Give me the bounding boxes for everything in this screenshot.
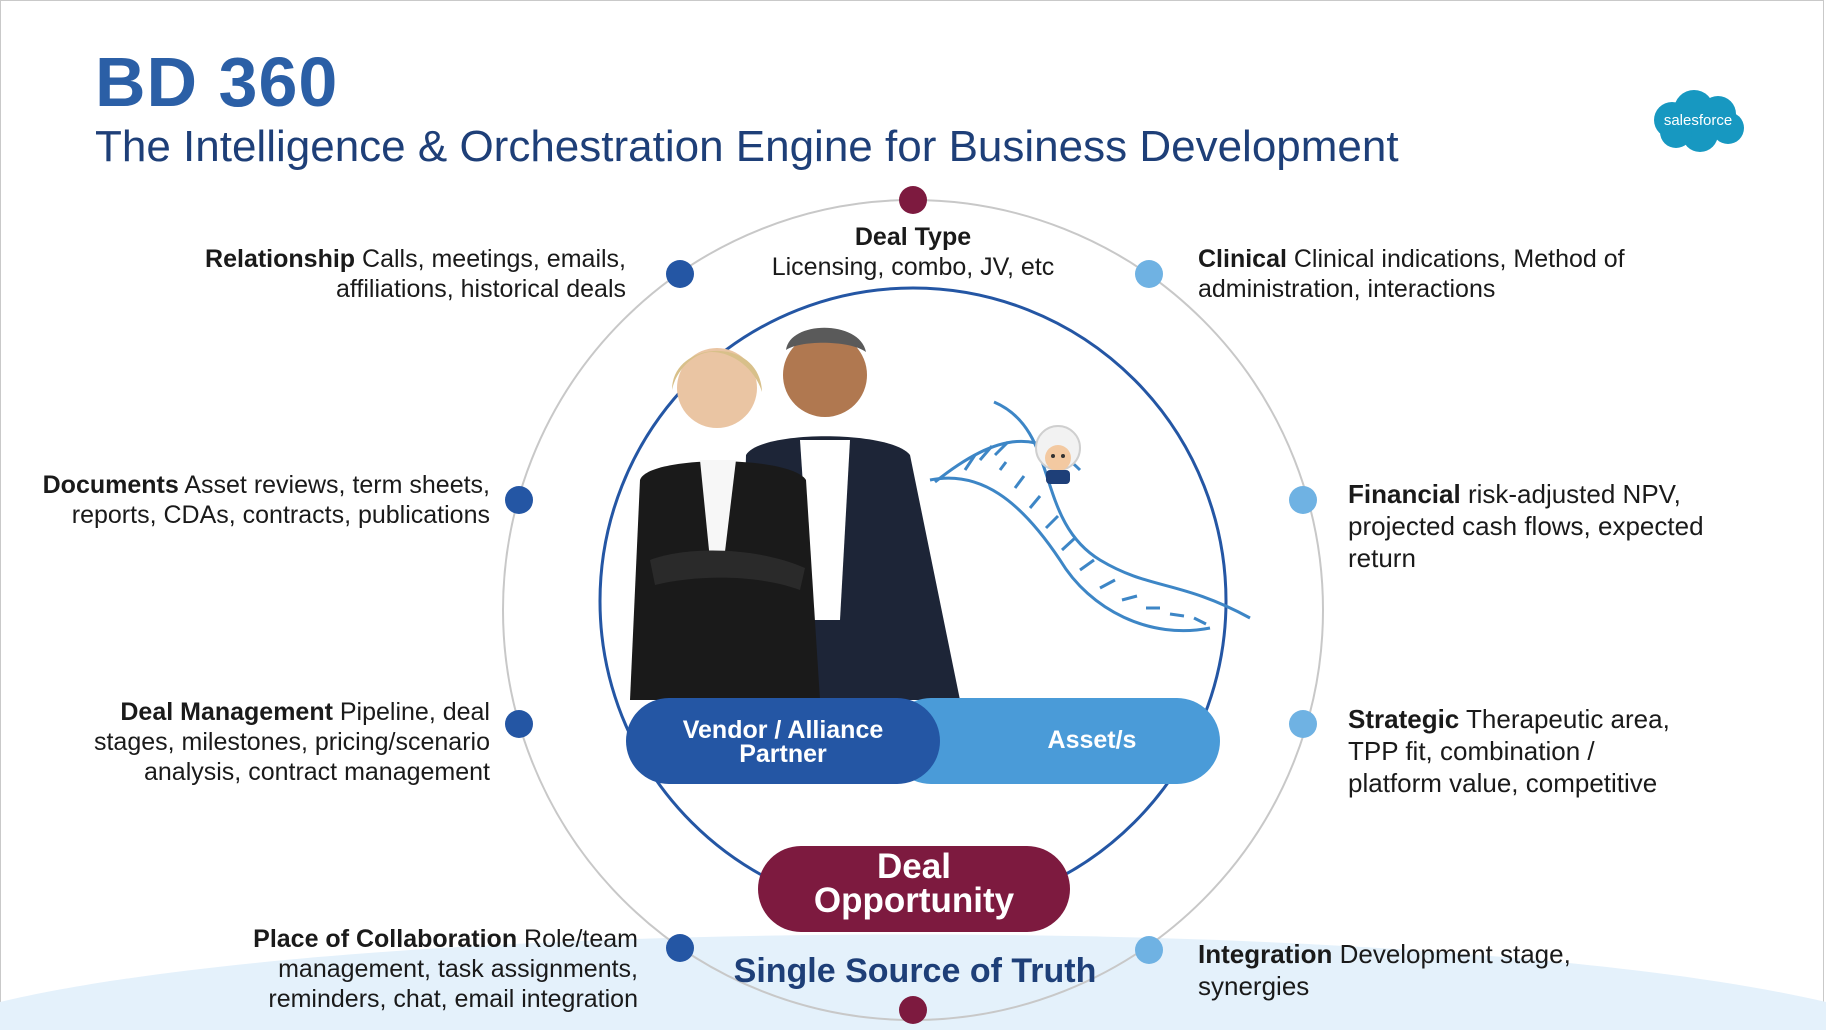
relationship-desc-2: affiliations, historical deals	[336, 275, 626, 303]
deal-type-block: Deal Type Licensing, combo, JV, etc	[713, 222, 1113, 282]
vendor-pill	[626, 698, 940, 784]
strategic-label: Strategic	[1348, 704, 1460, 734]
documents-label: Documents	[42, 471, 179, 499]
asset-pill	[888, 698, 1220, 784]
horizon-band	[0, 934, 1826, 1030]
node-deal-type-top	[899, 186, 927, 214]
vendor-pill-label: Vendor / Alliance Partner	[640, 716, 926, 768]
salesforce-logo: salesforce	[1654, 90, 1744, 152]
documents-block: Documents Asset reviews, term sheets, re…	[20, 470, 490, 530]
deal-type-desc: Licensing, combo, JV, etc	[771, 253, 1055, 281]
integration-desc-2: synergies	[1198, 971, 1310, 1001]
node-integration	[1135, 936, 1163, 964]
node-documents	[505, 486, 533, 514]
strategic-desc-2: TPP fit, combination /	[1348, 736, 1595, 766]
asset-label: Asset/s	[1047, 726, 1137, 754]
deal-management-desc-2: stages, milestones, pricing/scenario	[93, 728, 490, 756]
deal-line-2: Opportunity	[813, 881, 1015, 920]
node-clinical	[1135, 260, 1163, 288]
relationship-desc-1: Calls, meetings, emails,	[362, 245, 626, 273]
deal-management-label: Deal Management	[120, 698, 333, 726]
deal-opportunity-label: Deal Opportunity	[758, 847, 1070, 920]
integration-desc-1: Development stage,	[1339, 939, 1571, 969]
clinical-block: Clinical Clinical indications, Method of…	[1198, 244, 1698, 304]
node-collaboration	[666, 934, 694, 962]
clinical-desc-2: administration, interactions	[1198, 275, 1496, 303]
node-deal-type-bottom	[899, 996, 927, 1024]
financial-block: Financial risk-adjusted NPV, projected c…	[1348, 478, 1768, 574]
vendor-line-1: Vendor / Alliance	[682, 716, 884, 744]
logo-text: salesforce	[1664, 112, 1732, 129]
integration-label: Integration	[1198, 939, 1333, 969]
asset-pill-label: Asset/s	[972, 726, 1212, 754]
deal-management-block: Deal Management Pipeline, deal stages, m…	[40, 697, 490, 787]
business-people-photo	[630, 327, 960, 700]
strategic-desc-3: platform value, competitive	[1348, 768, 1658, 798]
deal-opportunity-pill	[758, 846, 1070, 932]
documents-desc-1: Asset reviews, term sheets,	[184, 471, 490, 499]
deal-management-desc-3: analysis, contract management	[143, 758, 490, 786]
collaboration-desc-2: management, task assignments,	[278, 955, 638, 983]
node-financial	[1289, 486, 1317, 514]
einstein-mascot-icon	[1035, 425, 1081, 484]
financial-desc-1: risk-adjusted NPV,	[1467, 479, 1681, 509]
collaboration-label: Place of Collaboration	[253, 925, 518, 953]
clinical-desc-1: Clinical indications, Method of	[1293, 245, 1625, 273]
deal-type-label: Deal Type	[854, 223, 972, 251]
financial-label: Financial	[1348, 479, 1461, 509]
collaboration-desc-3: reminders, chat, email integration	[268, 985, 638, 1013]
collaboration-block: Place of Collaboration Role/team managem…	[140, 924, 638, 1014]
node-strategic	[1289, 710, 1317, 738]
single-source-of-truth: Single Source of Truth	[733, 952, 1097, 990]
relationship-label: Relationship	[205, 245, 356, 273]
strategic-block: Strategic Therapeutic area, TPP fit, com…	[1348, 703, 1768, 799]
clinical-label: Clinical	[1198, 245, 1287, 273]
financial-desc-2: projected cash flows, expected	[1348, 511, 1704, 541]
integration-block: Integration Development stage, synergies	[1198, 938, 1698, 1002]
node-relationship	[666, 260, 694, 288]
deal-line-1: Deal	[877, 847, 951, 886]
page-title: BD 360	[95, 43, 339, 121]
vendor-line-2: Partner	[739, 740, 827, 768]
collaboration-desc-1: Role/team	[524, 925, 638, 953]
node-deal-management	[505, 710, 533, 738]
documents-desc-2: reports, CDAs, contracts, publications	[71, 501, 490, 529]
deal-management-desc-1: Pipeline, deal	[339, 698, 490, 726]
dna-helix-icon	[929, 400, 1251, 633]
financial-desc-3: return	[1348, 543, 1416, 573]
strategic-desc-1: Therapeutic area,	[1466, 704, 1670, 734]
relationship-block: Relationship Calls, meetings, emails, af…	[140, 244, 626, 304]
page-subtitle: The Intelligence & Orchestration Engine …	[95, 122, 1399, 171]
